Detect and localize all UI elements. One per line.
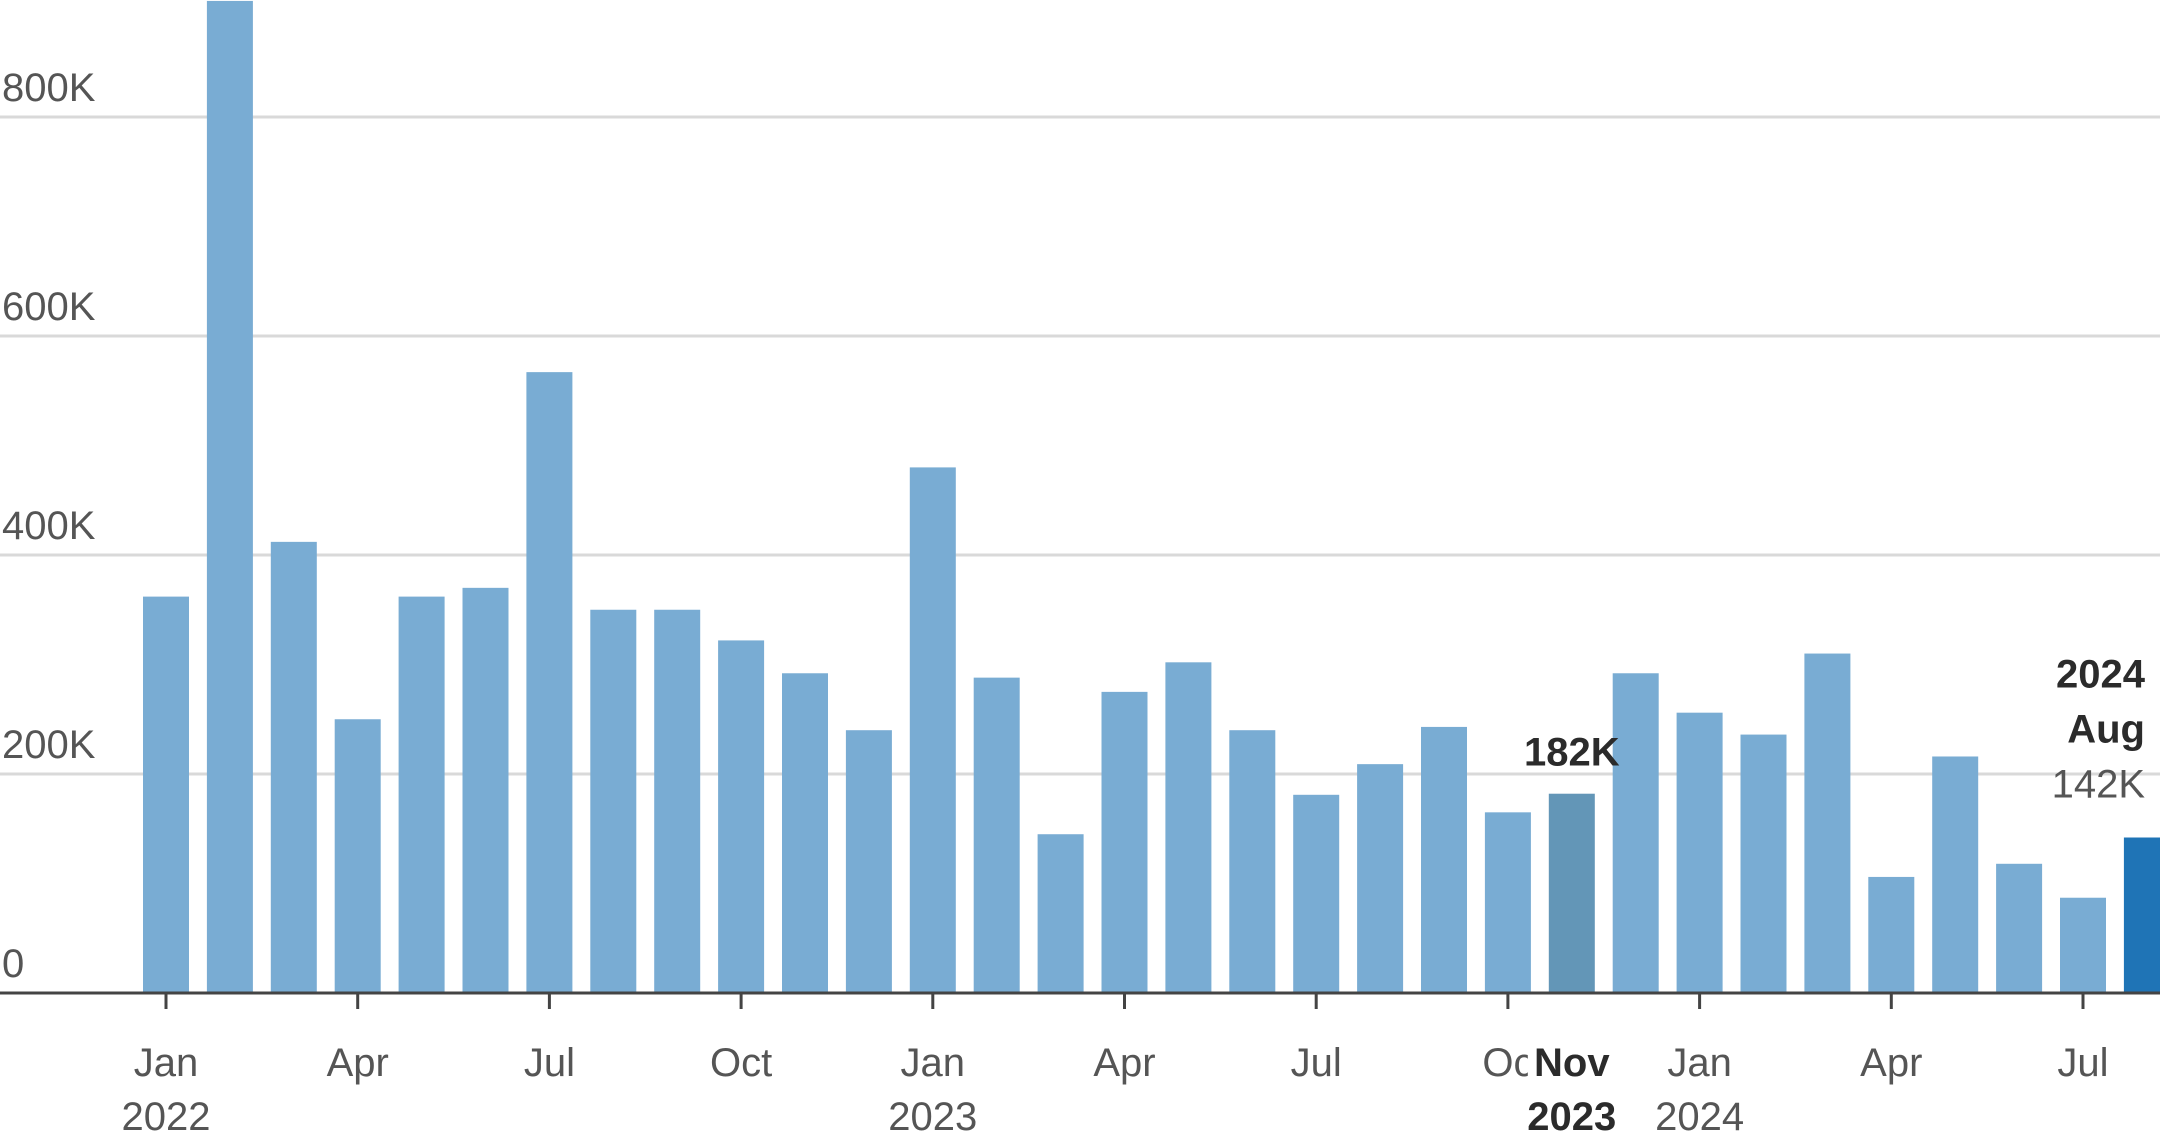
highlight-year-label: 2023 <box>1527 1095 1616 1137</box>
bar <box>1037 834 1084 993</box>
highlight-labels: 182K Nov 2023 2024 Aug 142K <box>1524 653 2146 1137</box>
bar <box>654 609 701 993</box>
bar <box>1293 794 1340 993</box>
x-tick-label: Jul <box>524 1041 575 1085</box>
bar <box>270 541 317 993</box>
highlight-value-label: 142K <box>2052 763 2146 807</box>
y-tick-label: 200K <box>2 723 96 767</box>
y-tick-label: 800K <box>2 66 96 110</box>
bar <box>718 640 765 993</box>
bar <box>1740 734 1787 993</box>
x-tick-year-label: 2023 <box>888 1095 977 1137</box>
bar <box>1676 712 1723 993</box>
bar <box>973 677 1020 993</box>
x-tick-year-label: 2024 <box>1655 1095 1744 1137</box>
highlight-month-label: Aug <box>2067 708 2145 752</box>
bar <box>1804 653 1851 993</box>
highlight-label-background <box>1527 1036 1616 1136</box>
bar <box>206 0 253 994</box>
x-tick-label: Oc <box>1482 1041 1533 1085</box>
x-tick-year-label: 2022 <box>122 1095 211 1137</box>
x-tick-label: Jan <box>901 1041 966 1085</box>
bar <box>1868 876 1915 993</box>
bar <box>590 609 637 993</box>
bar <box>1229 730 1276 993</box>
x-tick-label: Jul <box>1291 1041 1342 1085</box>
y-tick-label: 600K <box>2 285 96 329</box>
x-tick-label: Apr <box>1093 1041 1155 1085</box>
x-tick-label: Jul <box>2057 1041 2108 1085</box>
x-tick-label: Apr <box>327 1041 389 1085</box>
bar <box>1996 863 2043 993</box>
y-axis-labels: 0 200K 400K 600K 800K <box>2 66 96 986</box>
bar <box>909 467 956 993</box>
bar <box>143 596 189 993</box>
bar <box>462 587 509 993</box>
y-tick-label: 400K <box>2 504 96 548</box>
x-tick-label: Oct <box>710 1041 772 1085</box>
bar <box>1101 691 1148 993</box>
bar <box>2060 897 2106 993</box>
bars <box>143 0 2160 994</box>
bar <box>782 673 828 993</box>
bar <box>334 719 381 993</box>
y-tick-label: 0 <box>2 942 24 986</box>
bar <box>1548 793 1595 993</box>
bar <box>2123 837 2160 993</box>
bar <box>1932 756 1979 993</box>
highlight-month-label: Nov <box>1534 1041 1610 1085</box>
highlight-value-label: 182K <box>1524 731 1620 775</box>
bar <box>1484 812 1531 993</box>
bar <box>1612 673 1659 993</box>
bar <box>1421 726 1467 993</box>
x-tick-label: Jan <box>134 1041 199 1085</box>
bar <box>845 730 892 993</box>
x-tick-label: Jan <box>1667 1041 1732 1085</box>
bar <box>1357 764 1404 993</box>
x-axis <box>0 991 2160 1009</box>
highlight-year-label: 2024 <box>2056 653 2146 697</box>
bar <box>526 372 573 993</box>
x-tick-label: Apr <box>1860 1041 1922 1085</box>
bar <box>1165 662 1212 993</box>
bar <box>398 596 445 993</box>
gridlines <box>0 115 2160 776</box>
x-axis-labels: Jan 2022 Apr Jul Oct Jan 2023 Apr Jul Oc Jan 2024 Ap… <box>122 1041 2109 1137</box>
